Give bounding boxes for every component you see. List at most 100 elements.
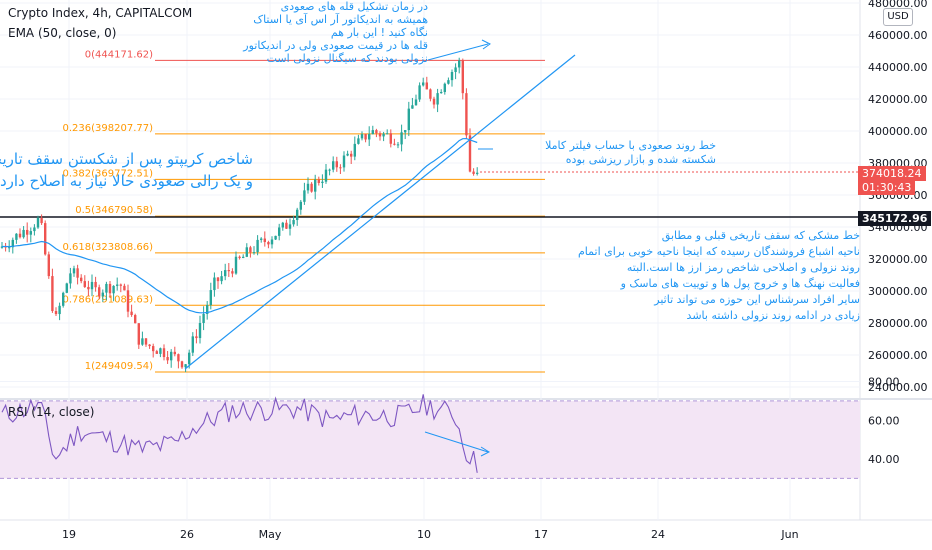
price-peaks-arrowhead: [481, 39, 491, 50]
candle-down: [123, 285, 126, 291]
candle-up: [404, 130, 407, 133]
candle-down: [180, 361, 184, 368]
annotation-line: نگاه کنید ! این بار هم: [330, 26, 428, 39]
candle-down: [465, 93, 468, 136]
time-tick-label: 26: [180, 528, 194, 541]
annotation-right-mid[interactable]: خط روند صعودی با حساب فیلتر کاملا شکسته ش…: [506, 139, 716, 167]
candle-up: [206, 305, 209, 314]
candle-up: [8, 247, 11, 249]
candle-up: [184, 364, 187, 368]
candle-down: [238, 256, 241, 258]
candle-up: [332, 161, 335, 170]
rsi-legend[interactable]: RSI (14, close): [8, 405, 95, 419]
candle-up: [353, 143, 356, 157]
candle-down: [393, 143, 396, 145]
candle-up: [209, 290, 212, 306]
annotation-line: شکسته شده و بازار ریزشی بوده: [565, 153, 716, 166]
price-tick-label: 460000.00: [868, 29, 928, 42]
ema-legend[interactable]: EMA (50, close, 0): [8, 26, 117, 40]
rsi-divergence-arrow-line: [424, 431, 489, 453]
candle-down: [461, 60, 464, 94]
candle-up: [436, 93, 439, 105]
axes: 480000.00 460000.00 440000.00 420000.00 4000…: [62, 0, 928, 541]
candle-up: [450, 71, 454, 81]
annotation-line: ناحیه اشباع فروشندگان رسیده که اینجا ناح…: [577, 245, 860, 258]
candle-down: [216, 277, 220, 282]
candle-down: [87, 286, 90, 290]
candle-down: [310, 183, 313, 192]
candle-down: [76, 268, 79, 278]
candle-down: [339, 167, 342, 169]
annotation-line: شاخص کریپتو پس از شکستن سقف تاریخی: [0, 150, 253, 168]
candle-up: [422, 82, 425, 86]
candle-up: [342, 155, 346, 168]
annotation-top[interactable]: در زمان تشکیل قله های صعودی همیشه به اندی…: [228, 0, 428, 65]
candle-up: [11, 239, 14, 248]
candle-up: [65, 283, 68, 293]
candle-up: [296, 209, 299, 221]
time-tick-label: Jun: [780, 528, 798, 541]
time-tick-label: 19: [62, 528, 76, 541]
candle-up: [198, 323, 202, 339]
candle-up: [202, 313, 205, 324]
candle-down: [134, 315, 137, 324]
annotation-left[interactable]: شاخص کریپتو پس از شکستن سقف تاریخی و یک ر…: [0, 148, 253, 192]
candle-up: [33, 227, 36, 232]
candle-down: [155, 351, 158, 354]
price-tick-label: 320000.00: [868, 253, 928, 266]
candle-down: [80, 277, 83, 282]
candle-down: [137, 323, 140, 345]
candle-up: [303, 190, 306, 202]
candle-down: [94, 281, 97, 288]
candle-up: [0, 246, 4, 248]
candle-up: [72, 268, 76, 274]
fib-level-label: 0.236(398207.77): [62, 123, 153, 134]
candle-up: [141, 338, 144, 345]
annotation-line: خط مشکی که سقف تاریخی قبلی و مطابق: [661, 229, 860, 242]
price-tick-label: 280000.00: [868, 317, 928, 330]
candle-down: [44, 223, 47, 255]
candle-up: [368, 134, 371, 140]
trendlines[interactable]: [184, 39, 576, 370]
candle-down: [317, 179, 320, 183]
price-tick-label: 440000.00: [868, 61, 928, 74]
candle-up: [101, 292, 104, 297]
candle-up: [15, 233, 18, 240]
chart-title[interactable]: Crypto Index, 4h, CAPITALCOM: [8, 6, 193, 20]
candle-down: [267, 242, 270, 245]
price-tick-label: 400000.00: [868, 125, 928, 138]
rsi-divergence-arrowhead: [480, 446, 491, 457]
annotation-bottom[interactable]: خط مشکی که سقف تاریخی قبلی و مطابق ناحیه …: [534, 228, 860, 324]
candle-down: [249, 247, 252, 253]
candle-down: [335, 161, 338, 168]
candle-down: [26, 229, 29, 235]
price-tick-label: 480000.00: [868, 0, 928, 10]
currency-button[interactable]: USD: [883, 8, 913, 26]
fibonacci-retracement[interactable]: 0(444171.62) 0.236(398207.77) 0.382(369772…: [0, 49, 860, 373]
candle-down: [263, 238, 266, 243]
candle-up: [112, 285, 115, 294]
candle-down: [432, 98, 436, 105]
candle-up: [224, 270, 227, 277]
time-tick-label: 24: [651, 528, 665, 541]
candle-down: [429, 89, 432, 99]
candle-up: [220, 276, 223, 282]
candle-up: [159, 348, 162, 354]
candle-up: [454, 67, 457, 72]
candle-down: [166, 357, 169, 361]
annotation-line: خط روند صعودی با حساب فیلتر کاملا: [545, 139, 716, 152]
candle-up: [256, 239, 259, 253]
candle-up: [274, 235, 277, 240]
candle-down: [425, 82, 428, 90]
candle-up: [281, 222, 284, 228]
candlestick-series: [0, 57, 479, 373]
annotation-line: روند نزولی و اصلاحی شاخص رمز ارز ها است.…: [626, 261, 860, 274]
time-tick-label: 10: [417, 528, 431, 541]
time-tick-label: May: [259, 528, 282, 541]
candle-down: [40, 217, 43, 224]
price-tick-label: 300000.00: [868, 285, 928, 298]
candle-up: [371, 130, 374, 135]
horizontal-line-price-tag: 345172.96: [858, 211, 932, 226]
rsi-band-fill: [0, 400, 860, 479]
